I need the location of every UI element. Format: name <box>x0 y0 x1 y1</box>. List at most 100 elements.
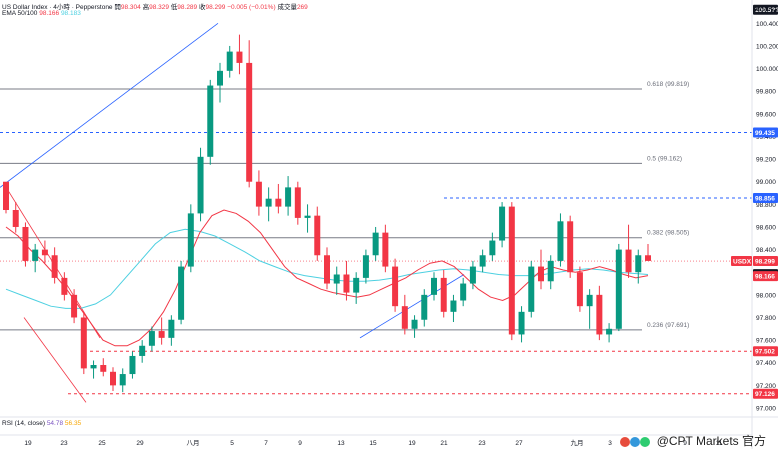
candle-body <box>499 206 506 241</box>
symbol-tag-label: USDX <box>733 259 752 266</box>
y-tick-label: 97.600 <box>756 338 776 345</box>
x-tick-label: 九月 <box>571 438 584 447</box>
candle-body <box>207 85 214 157</box>
ema-label: EMA 50/100 <box>2 10 38 17</box>
y-tick-label: 97.800 <box>756 315 776 322</box>
candle-body <box>110 371 116 386</box>
low-label: 低 <box>170 4 178 11</box>
candle-body <box>450 300 457 312</box>
candle-body <box>567 221 574 273</box>
ema-header: EMA 50/100 98.166 98.183 <box>2 10 81 17</box>
y-tick-label: 97.200 <box>756 383 776 390</box>
x-tick-label: 19 <box>408 440 416 447</box>
open-value: 98.304 <box>120 4 141 11</box>
open-label: 開 <box>114 4 121 11</box>
candle-body <box>3 181 9 210</box>
candle-body <box>304 215 311 218</box>
candle-body <box>635 255 642 273</box>
ema50-value: 98.166 <box>39 10 60 17</box>
candle-body <box>353 277 360 293</box>
candle-body <box>586 294 593 307</box>
fib-levels: 0.618 (99.819) 0.5 (99.162) 0.382 (98.505)… <box>0 81 689 331</box>
y-tick-label: 98.600 <box>756 224 776 231</box>
candle-body <box>275 198 282 207</box>
x-tick-label: 5 <box>230 440 234 447</box>
price-tag-label: 97.126 <box>755 391 775 398</box>
fib-label: 0.5 (99.162) <box>647 155 682 162</box>
candle-body <box>343 274 350 293</box>
price-tag-label: 98.299 <box>755 259 775 266</box>
close-value: 98.299 <box>205 4 226 11</box>
candle-body <box>255 181 262 207</box>
price-tag-label: 100.5?? <box>755 7 778 14</box>
candle-body <box>32 249 39 261</box>
candle-body <box>421 294 428 320</box>
y-tick-label: 99.800 <box>756 89 776 96</box>
x-tick-label: 21 <box>440 440 448 447</box>
candle-body <box>197 156 204 214</box>
candle-body <box>22 226 29 261</box>
candle-body <box>401 306 408 329</box>
candle-body <box>294 187 301 218</box>
candle-body <box>469 266 476 284</box>
price-tag-label: 98.856 <box>755 196 775 203</box>
symbol-name: US Dollar Index · 4小時 · Pepperstone <box>2 4 113 11</box>
y-tick-label: 97.400 <box>756 360 776 367</box>
currency-label: USD <box>756 6 770 13</box>
rsi-header: RSI (14, close) 54.78 56.35 <box>2 420 81 427</box>
symbol-tag <box>731 256 752 267</box>
x-tick-label: 11 <box>716 440 723 447</box>
candle-body <box>489 240 496 256</box>
x-tick-label: 23 <box>60 440 68 447</box>
change-value: −0.005 (−0.01%) <box>227 4 276 11</box>
trend-lines <box>0 22 465 403</box>
high-label: 高 <box>142 4 150 11</box>
time-axis[interactable]: 19232529八月579131519212327九月35911 <box>24 438 722 447</box>
price-tag-label: 98.166 <box>755 274 775 281</box>
symbol-header: US Dollar Index · 4小時 · Pepperstone 開98.… <box>2 1 308 11</box>
watermark-text: @CPT Markets 官方 <box>656 434 766 448</box>
x-tick-label: 3 <box>608 440 612 447</box>
cpt-logo-icon <box>620 436 651 447</box>
candle-body <box>12 210 19 227</box>
candle-body <box>236 51 243 63</box>
candle-body <box>265 198 272 207</box>
y-tick-label: 98.000 <box>756 292 776 299</box>
candle-body <box>41 249 48 256</box>
x-tick-label: 29 <box>136 440 144 447</box>
candle-body <box>61 277 68 295</box>
candle-body <box>382 232 389 267</box>
candle-body <box>187 213 194 267</box>
candle-body <box>372 232 379 256</box>
candle-body <box>440 277 447 312</box>
candle-body <box>324 255 330 284</box>
x-tick-label: 13 <box>337 440 345 447</box>
fib-label: 0.382 (98.505) <box>647 230 689 237</box>
price-tag-label: 97.502 <box>755 349 775 356</box>
candle-body <box>645 255 651 261</box>
y-tick-label: 98.400 <box>756 247 776 254</box>
candle-body <box>178 266 185 320</box>
y-tick-label: 100.400 <box>756 21 778 28</box>
candle-body <box>460 283 467 301</box>
price-tag <box>753 346 778 357</box>
watermark: @CPT Markets 官方 <box>619 432 766 449</box>
candle-body <box>158 331 165 338</box>
x-tick-label: 25 <box>98 440 106 447</box>
x-tick-label: 23 <box>478 440 486 447</box>
candle-body <box>71 294 78 318</box>
y-tick-label: 100.000 <box>756 66 778 73</box>
y-tick-label: 97.000 <box>756 406 776 413</box>
candle-body <box>168 319 175 338</box>
x-tick-label: 27 <box>515 440 523 447</box>
candle-body <box>148 331 155 346</box>
x-tick-label: 19 <box>24 440 32 447</box>
candle-body <box>217 70 223 86</box>
price-tag <box>753 127 778 138</box>
candle-body <box>547 260 554 282</box>
price-tag <box>753 388 778 399</box>
candle-body <box>129 355 136 375</box>
candle-body <box>615 249 622 329</box>
candle-body <box>557 221 564 261</box>
